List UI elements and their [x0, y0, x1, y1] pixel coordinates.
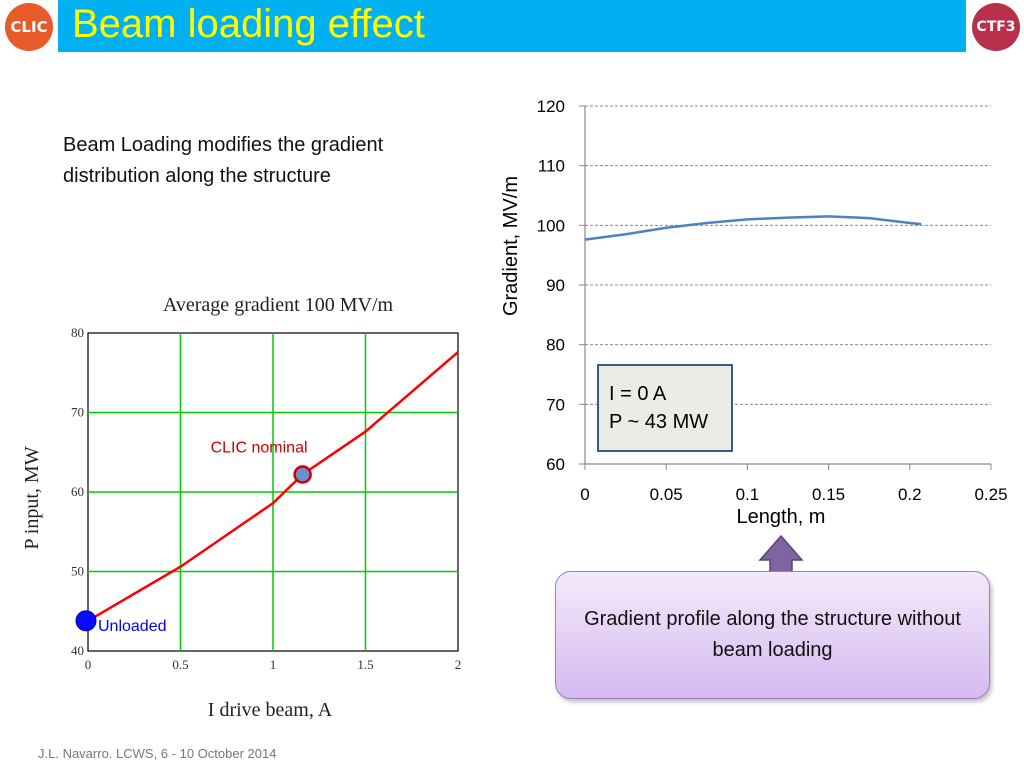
- x-axis-label: Length, m: [737, 506, 826, 528]
- intro-text: Beam Loading modifies the gradient distr…: [63, 134, 384, 187]
- y-tick-label: 90: [546, 276, 565, 295]
- x-tick-label: 2: [455, 657, 462, 672]
- y-tick-label: 100: [537, 216, 565, 235]
- slide-title: Beam loading effect: [72, 2, 425, 46]
- x-tick-label: 1.5: [357, 657, 373, 672]
- x-tick-label: 0.2: [898, 485, 922, 504]
- unloaded-point: [75, 610, 97, 632]
- footer-credit: J.L. Navarro. LCWS, 6 - 10 October 2014: [38, 746, 277, 761]
- y-tick-label: 80: [71, 325, 84, 340]
- y-tick-label: 80: [546, 336, 565, 355]
- x-tick-label: 0: [85, 657, 92, 672]
- y-tick-label: 70: [71, 405, 84, 420]
- gradient-series-line: [584, 215, 922, 241]
- x-tick-label: 1: [270, 657, 277, 672]
- y-tick-label: 120: [537, 97, 565, 116]
- power-series-line: [87, 351, 459, 622]
- x-tick-label: 0: [580, 485, 589, 504]
- unloaded-label: Unloaded: [98, 618, 167, 635]
- title-bar: [58, 0, 966, 52]
- clic-nominal-point: [293, 465, 312, 484]
- clic-logo: CLIC: [5, 3, 53, 51]
- chart-title: Average gradient 100 MV/m: [163, 294, 394, 316]
- y-tick-label: 50: [71, 564, 84, 579]
- callout-current: I = 0 A: [609, 383, 667, 405]
- x-tick-label: 0.05: [650, 485, 683, 504]
- x-tick-label: 0.25: [974, 485, 1007, 504]
- x-axis-label: I drive beam, A: [208, 699, 333, 721]
- y-tick-label: 110: [538, 157, 565, 176]
- gradient-profile-note: Gradient profile along the structure wit…: [555, 571, 990, 699]
- y-axis-label: P input, MW: [21, 446, 43, 549]
- y-tick-label: 60: [546, 455, 565, 474]
- callout-power: P ~ 43 MW: [609, 411, 709, 433]
- ctf3-logo: CTF3: [972, 3, 1020, 51]
- y-tick-label: 70: [546, 395, 565, 414]
- y-tick-label: 40: [71, 643, 84, 658]
- x-tick-label: 0.15: [812, 485, 845, 504]
- x-tick-label: 0.5: [172, 657, 188, 672]
- y-axis-label: Gradient, MV/m: [500, 176, 522, 316]
- y-tick-label: 60: [71, 484, 84, 499]
- current-power-callout: I = 0 A P ~ 43 MW: [597, 364, 733, 452]
- x-tick-label: 0.1: [736, 485, 760, 504]
- clic-nominal-label: CLIC nominal: [211, 440, 308, 457]
